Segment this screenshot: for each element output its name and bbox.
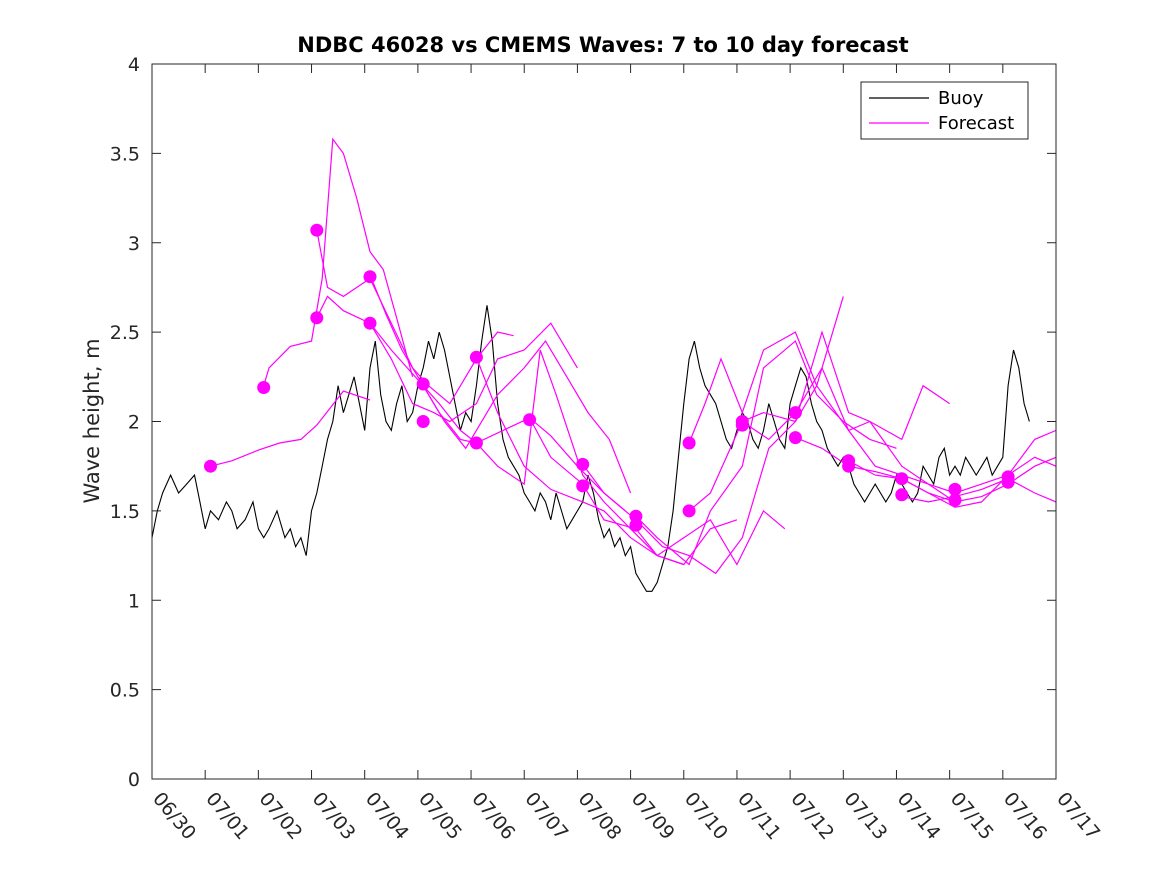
- forecast-marker: [682, 436, 696, 450]
- forecast-marker: [416, 377, 430, 391]
- forecast-marker: [469, 436, 483, 450]
- forecast-marker: [629, 518, 643, 532]
- forecast-marker: [682, 504, 696, 518]
- legend-box: [860, 81, 1029, 140]
- y-tick-label: 2: [128, 412, 140, 434]
- y-tick-label: 1.5: [110, 501, 140, 523]
- forecast-series-line-5: [369, 274, 632, 494]
- forecast-series-line-12: [688, 331, 950, 444]
- forecast-marker: [788, 406, 802, 420]
- forecast-marker: [523, 413, 537, 427]
- legend-label: Forecast: [938, 113, 1014, 134]
- forecast-marker: [416, 415, 430, 428]
- buoy-series-line: [152, 305, 1030, 592]
- y-tick-label: 0: [128, 769, 140, 791]
- chart-title: NDBC 46028 vs CMEMS Waves: 7 to 10 day f…: [297, 33, 908, 57]
- forecast-series-line-2: [263, 137, 414, 386]
- forecast-marker: [363, 316, 377, 330]
- forecast-marker: [948, 493, 962, 507]
- forecast-marker: [576, 479, 590, 493]
- forecast-series-line-8: [475, 356, 738, 566]
- forecast-marker: [363, 270, 377, 284]
- forecast-marker: [895, 472, 909, 486]
- forecast-marker: [310, 223, 324, 237]
- forecast-series-line-4: [316, 295, 578, 423]
- forecast-marker: [204, 459, 217, 473]
- legend-label: Buoy: [938, 88, 984, 109]
- forecast-marker: [576, 457, 590, 471]
- forecast-marker: [629, 509, 643, 523]
- y-tick-label: 0.5: [110, 680, 140, 702]
- forecast-series-line-17: [901, 478, 1056, 503]
- y-axis-label: Wave height, m: [80, 338, 104, 503]
- forecast-marker: [895, 488, 909, 502]
- y-tick-label: 3: [128, 233, 140, 255]
- forecast-marker: [735, 418, 749, 432]
- forecast-marker: [1001, 475, 1015, 489]
- y-tick-label: 2.5: [110, 322, 140, 344]
- y-tick-label: 1: [128, 590, 140, 612]
- data-layer: [152, 137, 1056, 592]
- forecast-marker: [469, 350, 483, 364]
- forecast-series-line-13: [688, 330, 956, 512]
- forecast-series-line-11: [635, 340, 897, 566]
- forecast-marker: [310, 311, 324, 325]
- legend: Buoy Forecast: [860, 81, 1029, 140]
- forecast-series-line-9: [529, 417, 786, 566]
- forecast-series-line-1: [210, 390, 371, 467]
- forecast-marker: [788, 431, 802, 445]
- y-tick-label: 3.5: [110, 143, 140, 165]
- forecast-marker: [948, 482, 962, 496]
- y-tick-label: 4: [128, 54, 140, 76]
- forecast-marker: [257, 381, 271, 394]
- forecast-marker: [842, 459, 856, 473]
